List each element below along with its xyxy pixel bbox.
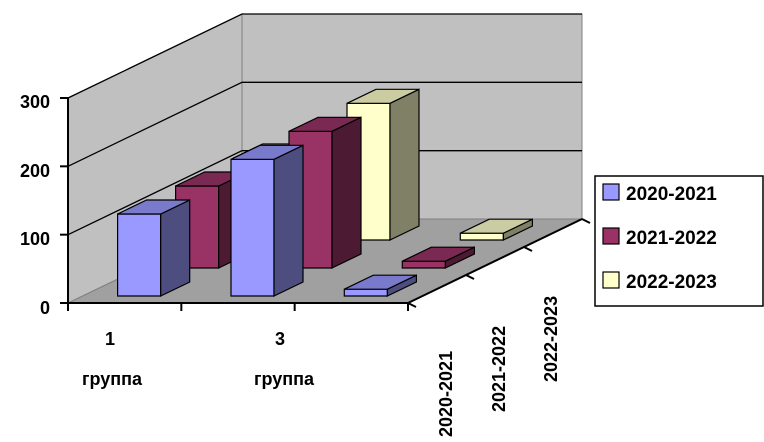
depth-axis-label: 2022-2023 xyxy=(541,296,561,382)
category-label: 3 xyxy=(275,329,285,349)
bar-top xyxy=(117,199,190,215)
bar xyxy=(401,246,475,269)
legend-label: 2021-2022 xyxy=(626,228,717,249)
bar-top xyxy=(402,246,475,262)
y-tick-label: 200 xyxy=(20,161,50,181)
legend: 2020-2021 2021-2022 2022-2023 xyxy=(594,175,764,307)
legend-label: 2020-2021 xyxy=(626,184,717,205)
bar-side xyxy=(331,116,362,269)
bar-front xyxy=(401,260,446,269)
bar-side xyxy=(273,144,304,297)
bar xyxy=(230,144,304,297)
y-tick-label: 300 xyxy=(20,92,50,112)
bar xyxy=(343,274,417,297)
depth-axis-line xyxy=(407,218,583,304)
bar-front xyxy=(459,232,504,241)
bar-top xyxy=(344,274,417,290)
bar-front xyxy=(230,158,275,297)
legend-label: 2022-2023 xyxy=(626,272,717,293)
bar-side xyxy=(389,88,420,241)
depth-tick xyxy=(465,274,475,280)
bar-front xyxy=(116,213,162,297)
bar-front xyxy=(343,288,388,297)
bar xyxy=(116,199,191,297)
depth-tick xyxy=(523,246,533,252)
legend-frame xyxy=(594,175,764,307)
depth-axis-label: 2020-2021 xyxy=(436,351,456,437)
gridline xyxy=(67,150,582,236)
depth-tick xyxy=(581,218,591,224)
legend-swatch xyxy=(602,227,620,245)
chart-axes xyxy=(60,97,591,311)
gridline xyxy=(67,81,582,167)
category-label: группа xyxy=(254,369,315,389)
legend-swatch xyxy=(602,183,620,201)
gridline xyxy=(67,13,582,99)
bar-top xyxy=(230,144,304,160)
bar-top xyxy=(288,116,362,132)
bar-side xyxy=(160,199,191,297)
bar-top xyxy=(460,218,533,234)
depth-axis-label: 2021-2022 xyxy=(489,326,509,412)
y-tick-label: 100 xyxy=(20,229,50,249)
y-tick-label: 0 xyxy=(40,298,50,318)
chart-gridlines xyxy=(67,13,582,236)
legend-swatch xyxy=(602,271,620,289)
category-label: 1 xyxy=(105,329,115,349)
bar xyxy=(459,218,534,241)
depth-tick xyxy=(407,302,417,308)
category-label: группа xyxy=(82,369,143,389)
chart-bars xyxy=(116,88,534,297)
bar-top xyxy=(346,88,420,104)
